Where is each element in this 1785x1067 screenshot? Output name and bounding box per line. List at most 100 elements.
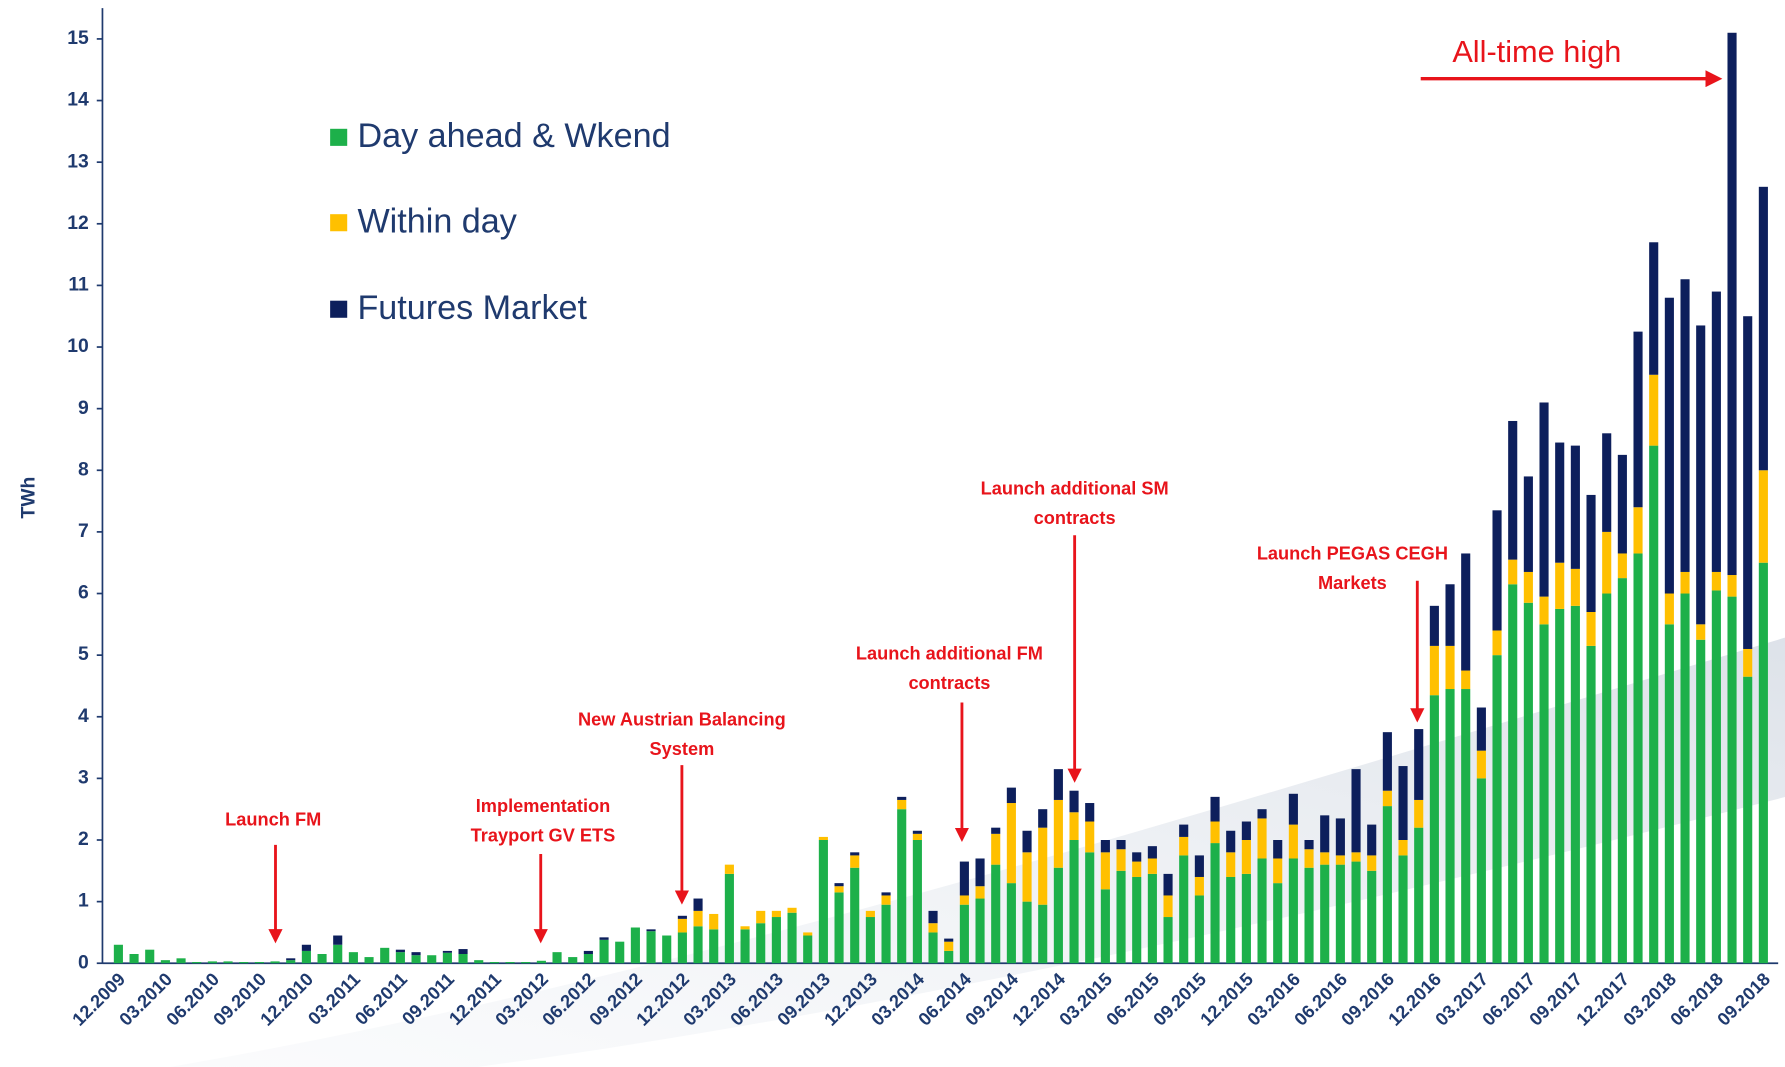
bar-segment: [1555, 608, 1565, 964]
bar-segment: [1116, 870, 1126, 964]
bar-segment: [1633, 507, 1643, 554]
bar-segment: [1053, 867, 1063, 964]
bar-segment: [521, 962, 531, 964]
bar-segment: [1492, 510, 1502, 631]
bar-segment: [677, 932, 687, 964]
bar-segment: [411, 952, 421, 956]
bar-segment: [881, 892, 891, 896]
bar-segment: [239, 962, 249, 964]
bar-segment: [1241, 840, 1251, 874]
bar-segment: [1226, 876, 1236, 964]
bar-segment: [286, 958, 296, 961]
bar-segment: [740, 929, 750, 964]
bar-segment: [630, 927, 640, 964]
bar-segment: [1304, 849, 1314, 868]
bar-segment: [301, 944, 311, 951]
bar-segment: [1414, 799, 1424, 828]
bar-segment: [1711, 590, 1721, 964]
bar-segment: [756, 923, 766, 964]
bar-segment: [975, 886, 985, 899]
bar-segment: [1163, 873, 1173, 896]
y-tick-label: 3: [78, 766, 89, 788]
annotation-text: New Austrian Balancing: [578, 710, 786, 730]
bar-segment: [1194, 876, 1204, 896]
bar-segment: [1758, 562, 1768, 964]
bar-segment: [1461, 670, 1471, 690]
bar-segment: [991, 864, 1001, 964]
bar-segment: [1069, 790, 1079, 813]
bar-segment: [850, 855, 860, 868]
bar-segment: [1210, 796, 1220, 822]
bar-segment: [1508, 584, 1518, 964]
bar-segment: [1743, 676, 1753, 964]
bar-segment: [1476, 750, 1486, 779]
bar-segment: [1257, 818, 1267, 859]
bar-segment: [1132, 861, 1142, 877]
bar-segment: [1273, 858, 1283, 884]
bar-segment: [1570, 605, 1580, 964]
bar-segment: [959, 895, 969, 905]
bar-segment: [1617, 454, 1627, 554]
bar-segment: [552, 952, 562, 964]
bar-segment: [771, 910, 781, 918]
bar-segment: [317, 954, 327, 964]
bar-segment: [395, 949, 405, 953]
bar-segment: [1476, 778, 1486, 964]
bar-segment: [944, 941, 954, 951]
bar-segment: [1711, 571, 1721, 591]
y-tick-label: 15: [67, 27, 89, 49]
bar-segment: [1288, 858, 1298, 964]
bar-segment: [583, 950, 593, 955]
bar-segment: [1100, 852, 1110, 890]
bar-segment: [254, 962, 264, 964]
bar-segment: [1367, 870, 1377, 964]
bar-segment: [834, 892, 844, 964]
bar-segment: [160, 960, 170, 964]
bar-segment: [113, 944, 123, 964]
bar-segment: [1398, 855, 1408, 964]
y-axis-label: TWh: [18, 477, 40, 519]
bar-segment: [1351, 861, 1361, 964]
bar-segment: [724, 873, 734, 964]
bar-segment: [1210, 843, 1220, 964]
annotation-text: Implementation: [476, 796, 611, 816]
bar-segment: [1241, 873, 1251, 964]
bar-segment: [1100, 840, 1110, 853]
bar-segment: [865, 917, 875, 964]
bar-segment: [427, 955, 437, 964]
bar-segment: [756, 910, 766, 924]
bar-segment: [881, 904, 891, 964]
bar-segment: [442, 952, 452, 964]
bar-segment: [1649, 445, 1659, 964]
bar-segment: [1320, 852, 1330, 865]
bar-segment: [301, 950, 311, 964]
bar-segment: [1429, 695, 1439, 964]
bar-segment: [1100, 889, 1110, 964]
bar-segment: [1727, 575, 1737, 597]
bar-segment: [1053, 799, 1063, 868]
bar-segment: [646, 931, 656, 964]
bar-segment: [897, 796, 907, 800]
bar-segment: [1257, 809, 1267, 819]
bar-segment: [928, 932, 938, 964]
bar-segment: [1680, 279, 1690, 572]
y-tick-label: 5: [78, 643, 89, 665]
bar-segment: [129, 954, 139, 964]
bar-segment: [286, 960, 296, 964]
y-tick-label: 10: [67, 335, 89, 357]
bar-segment: [1570, 568, 1580, 606]
annotation-text: Launch PEGAS CEGH: [1257, 543, 1448, 563]
bar-segment: [1194, 855, 1204, 877]
bar-segment: [1602, 531, 1612, 594]
legend-swatch: [330, 300, 348, 318]
bar-segment: [1461, 553, 1471, 671]
bar-segment: [1006, 803, 1016, 884]
bar-segment: [395, 952, 405, 964]
bar-segment: [1210, 821, 1220, 844]
bar-segment: [1633, 331, 1643, 508]
bar-segment: [975, 898, 985, 964]
bar-segment: [1179, 855, 1189, 964]
bar-segment: [1273, 883, 1283, 964]
bar-segment: [1116, 840, 1126, 850]
